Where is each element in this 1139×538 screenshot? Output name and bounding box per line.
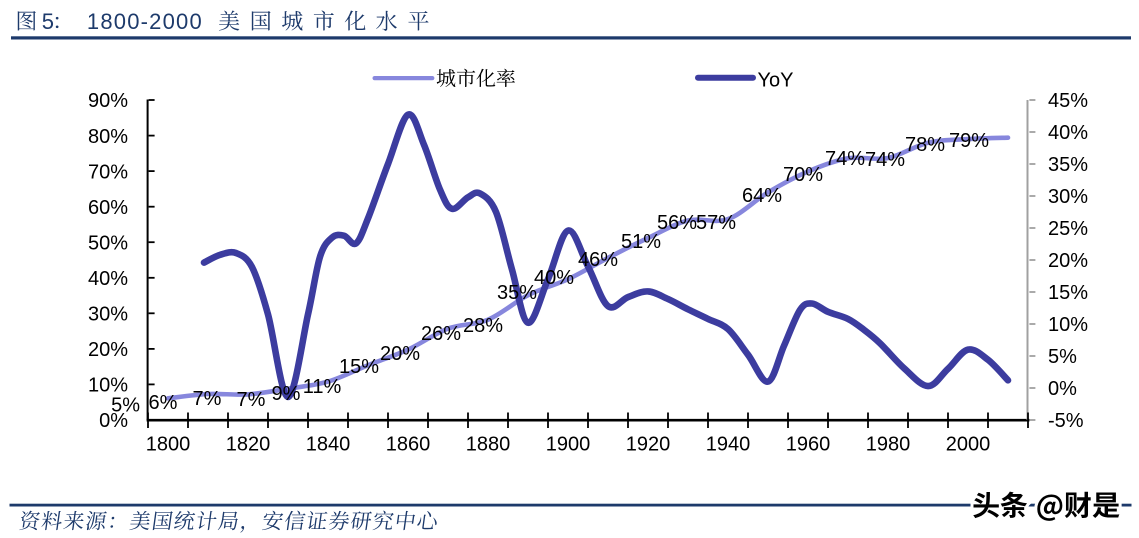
svg-text:70%: 70% — [783, 164, 823, 186]
svg-text:1900: 1900 — [546, 434, 591, 456]
svg-text:26%: 26% — [421, 323, 461, 345]
svg-text:图: 图 — [16, 5, 38, 36]
svg-text:资料来源：美国统计局，安信证券研究中心: 资料来源：美国统计局，安信证券研究中心 — [17, 506, 441, 536]
svg-text:56%: 56% — [657, 212, 697, 234]
svg-text:2000: 2000 — [946, 434, 991, 456]
svg-text:45%: 45% — [1048, 90, 1088, 112]
svg-text:74%: 74% — [825, 148, 865, 170]
svg-text:1840: 1840 — [306, 434, 351, 456]
svg-text:40%: 40% — [1048, 122, 1088, 144]
svg-text:15%: 15% — [339, 356, 379, 378]
svg-text:城市化率: 城市化率 — [436, 63, 516, 92]
svg-text:1800: 1800 — [146, 434, 191, 456]
svg-text:79%: 79% — [949, 130, 989, 152]
svg-text:11%: 11% — [303, 376, 342, 398]
svg-text:1880: 1880 — [466, 434, 511, 456]
svg-text:51%: 51% — [621, 231, 661, 253]
svg-text:74%: 74% — [865, 149, 905, 171]
svg-text:15%: 15% — [1048, 282, 1088, 304]
svg-text:40%: 40% — [534, 267, 574, 289]
svg-text:78%: 78% — [905, 134, 945, 156]
svg-text:46%: 46% — [578, 249, 618, 271]
svg-text:9%: 9% — [272, 383, 301, 405]
svg-text:-5%: -5% — [1048, 410, 1084, 432]
svg-text:7%: 7% — [193, 388, 222, 410]
svg-text:0%: 0% — [99, 410, 128, 432]
svg-text:5%: 5% — [1048, 346, 1077, 368]
svg-text:6%: 6% — [149, 392, 178, 414]
svg-text:40%: 40% — [88, 268, 128, 290]
svg-text:35%: 35% — [497, 282, 537, 304]
svg-text:80%: 80% — [88, 126, 128, 148]
svg-text:57%: 57% — [696, 212, 736, 234]
svg-text:1920: 1920 — [626, 434, 671, 456]
svg-text:0%: 0% — [1048, 378, 1077, 400]
svg-text:7%: 7% — [237, 389, 266, 411]
svg-text:64%: 64% — [742, 185, 782, 207]
svg-text:20%: 20% — [88, 339, 128, 361]
svg-text:10%: 10% — [1048, 314, 1088, 336]
svg-text:25%: 25% — [1048, 218, 1088, 240]
svg-text:美国城市化水平: 美国城市化水平 — [218, 5, 439, 36]
svg-text:10%: 10% — [88, 375, 128, 397]
svg-text:头条 @财是: 头条 @财是 — [972, 485, 1120, 525]
svg-text:20%: 20% — [1048, 250, 1088, 272]
svg-text:90%: 90% — [88, 90, 128, 112]
svg-text:1980: 1980 — [866, 434, 911, 456]
svg-text:1960: 1960 — [786, 434, 831, 456]
svg-text:20%: 20% — [380, 343, 420, 365]
svg-text:：: ： — [52, 5, 74, 36]
svg-text:28%: 28% — [463, 315, 503, 337]
svg-text:5: 5 — [42, 9, 54, 34]
svg-text:30%: 30% — [1048, 186, 1088, 208]
svg-text:35%: 35% — [1048, 154, 1088, 176]
svg-text:30%: 30% — [88, 304, 128, 326]
svg-text:1940: 1940 — [706, 434, 751, 456]
svg-text:60%: 60% — [88, 197, 128, 219]
svg-text:50%: 50% — [88, 232, 128, 254]
svg-text:1800-2000: 1800-2000 — [87, 9, 203, 34]
svg-text:1860: 1860 — [386, 434, 431, 456]
svg-text:70%: 70% — [88, 161, 128, 183]
svg-text:YoY: YoY — [758, 69, 794, 91]
svg-text:5%: 5% — [111, 395, 140, 417]
svg-text:1820: 1820 — [226, 434, 271, 456]
